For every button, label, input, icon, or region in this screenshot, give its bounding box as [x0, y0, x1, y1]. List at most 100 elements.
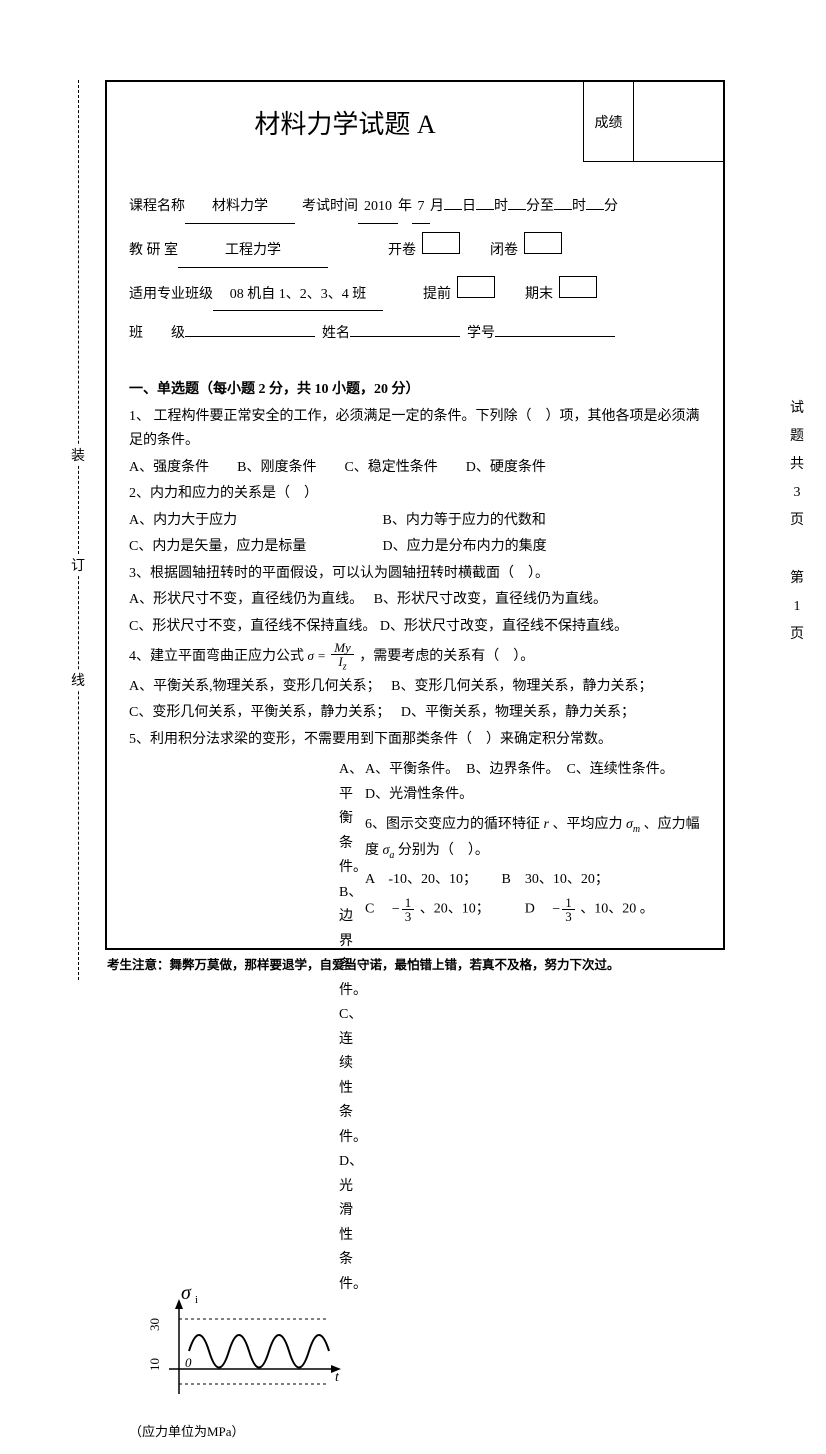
- dept-value: 工程力学: [178, 236, 328, 268]
- year-value: 2010: [358, 192, 398, 224]
- q6-text-column: A、平衡条件。 B、边界条件。 C、连续性条件。 D、光滑性条件。 A、平衡条件…: [359, 758, 701, 1443]
- side-char: 共: [788, 451, 806, 479]
- t-label: t: [335, 1370, 340, 1385]
- q3-row2: C、形状尺寸不变，直径线不保持直线。 D、形状尺寸改变，直径线不保持直线。: [129, 615, 701, 640]
- name-label: 姓名: [322, 319, 350, 350]
- advance-box: [457, 276, 495, 298]
- q6-pre: 6、图示交变应力的循环特征: [365, 817, 540, 832]
- q5-opts: A、平衡条件。 B、边界条件。 C、连续性条件。 D、光滑性条件。: [129, 758, 359, 1297]
- score-label: 成绩: [584, 82, 634, 161]
- hour-suffix2: 时: [572, 192, 586, 223]
- side-char: 题: [788, 423, 806, 451]
- q2-opts-row1: A、内力大于应力 B、内力等于应力的代数和: [129, 509, 701, 534]
- binding-label-b: 订: [70, 555, 86, 575]
- open-label: 开卷: [388, 236, 416, 267]
- q3-c: C、形状尺寸不变，直径线不保持直线。: [129, 619, 376, 634]
- q4-formula: σ = MyIz: [308, 648, 356, 663]
- q4-b: B、变形几何关系，物理关系，静力关系；: [391, 679, 652, 694]
- id-blank: [495, 336, 615, 337]
- q3-row1: A、形状尺寸不变，直径线仍为直线。 B、形状尺寸改变，直径线仍为直线。: [129, 588, 701, 613]
- q3-text: 3、根据圆轴扭转时的平面假设，可以认为圆轴扭转时横截面（ ）。: [129, 562, 701, 587]
- month-value: 7: [412, 192, 430, 224]
- section1-title: 一、单选题（每小题 2 分，共 10 小题，20 分）: [129, 378, 701, 403]
- m1-value: [508, 209, 526, 210]
- q2-d: D、应力是分布内力的集度: [383, 539, 547, 554]
- q2-opts-row2: C、内力是矢量，应力是标量 D、应力是分布内力的集度: [129, 535, 701, 560]
- min-suffix: 分: [526, 192, 540, 223]
- q4-d: D、平衡关系，物理关系，静力关系；: [401, 705, 635, 720]
- student-row: 班 级 姓名 学号: [129, 319, 701, 350]
- class-label: 班 级: [129, 319, 185, 350]
- side-char: 页: [788, 621, 806, 649]
- side-char: 试: [788, 395, 806, 423]
- side-char: 1: [788, 593, 806, 621]
- day-suffix: 日: [462, 192, 476, 223]
- q5-text: 5、利用积分法求梁的变形，不需要用到下面那类条件（ ）来确定积分常数。: [129, 728, 701, 753]
- id-label: 学号: [467, 319, 495, 350]
- q4-pre: 4、建立平面弯曲正应力公式: [129, 649, 304, 664]
- m2-value: [586, 209, 604, 210]
- side-char: 3: [788, 479, 806, 507]
- binding-label-a: 装: [70, 445, 86, 465]
- q4-post: ，需要考虑的关系有（ ）。: [359, 649, 534, 664]
- major-label: 适用专业班级: [129, 280, 213, 311]
- course-label: 课程名称: [129, 192, 185, 223]
- major-value: 08 机自 1、2、3、4 班: [213, 280, 383, 312]
- origin-zero: 0: [185, 1355, 192, 1370]
- score-blank: [634, 82, 723, 161]
- q1-opts: A、强度条件 B、刚度条件 C、稳定性条件 D、硬度条件: [129, 456, 701, 481]
- score-box: 成绩: [583, 82, 723, 162]
- q6-d-post: 、10、20 。: [580, 902, 654, 917]
- class-blank: [185, 336, 315, 337]
- q4-c: C、变形几何关系，平衡关系，静力关系；: [129, 705, 383, 720]
- year-suffix: 年: [398, 192, 412, 223]
- q4-row2: C、变形几何关系，平衡关系，静力关系； D、平衡关系，物理关系，静力关系；: [129, 701, 701, 726]
- dept-row: 教 研 室 工程力学 开卷 闭卷: [129, 232, 701, 268]
- q6-sigma-m: σm: [626, 817, 640, 832]
- q6-d-pre: D: [525, 902, 549, 917]
- q6-d-frac: −13: [552, 902, 576, 917]
- side-char: 第: [788, 565, 806, 593]
- exam-title: 材料力学试题 A: [107, 82, 583, 162]
- q3-b: B、形状尺寸改变，直径线仍为直线。: [374, 592, 607, 607]
- course-row: 课程名称 材料力学 考试时间 2010 年 7 月 日 时 分 至 时 分: [129, 192, 701, 224]
- q2-c: C、内力是矢量，应力是标量: [129, 535, 379, 560]
- y-10: 10: [147, 1358, 162, 1371]
- q2-a: A、内力大于应力: [129, 509, 379, 534]
- q2-b: B、内力等于应力的代数和: [383, 513, 546, 528]
- major-row: 适用专业班级 08 机自 1、2、3、4 班 提前 期末: [129, 276, 701, 312]
- day-value: [444, 209, 462, 210]
- figure-caption: （应力单位为MPa）: [129, 1421, 359, 1444]
- q6-wrap: A、平衡条件。 B、边界条件。 C、连续性条件。 D、光滑性条件。 σ i: [129, 758, 701, 1443]
- side-char: 页: [788, 507, 806, 535]
- time-label: 考试时间: [302, 192, 358, 223]
- dept-label: 教 研 室: [129, 236, 178, 267]
- h1-value: [476, 209, 494, 210]
- info-section: 课程名称 材料力学 考试时间 2010 年 7 月 日 时 分 至 时 分: [107, 162, 723, 368]
- q6-c-post: 、20、10；: [420, 902, 490, 917]
- open-box: [422, 232, 460, 254]
- binding-line: [78, 80, 79, 980]
- final-label: 期末: [525, 280, 553, 311]
- q4: 4、建立平面弯曲正应力公式 σ = MyIz ，需要考虑的关系有（ ）。: [129, 641, 701, 673]
- q1-text: 1、 工程构件要正常安全的工作，必须满足一定的条件。下列除（ ）项，其他各项是必…: [129, 405, 701, 454]
- closed-box: [524, 232, 562, 254]
- q6-c-pre: C: [365, 902, 388, 917]
- sigma-sub: i: [195, 1294, 198, 1306]
- course-value: 材料力学: [185, 192, 295, 224]
- hour-suffix: 时: [494, 192, 508, 223]
- y-30: 30: [147, 1318, 162, 1331]
- name-blank: [350, 336, 460, 337]
- q6-sigma-a: σa: [383, 843, 395, 858]
- q6-opts-ab: A -10、20、10； B 30、10、20；: [365, 868, 701, 893]
- to-label: 至: [540, 192, 554, 223]
- q3-d: D、形状尺寸改变，直径线不保持直线。: [380, 619, 628, 634]
- q6-b: B 30、10、20；: [502, 872, 609, 887]
- q6-r: r: [544, 817, 549, 832]
- q6-opts-cd: C −13 、20、10； D −13 、10、20 。: [365, 896, 701, 923]
- q5-opts-visible: A、平衡条件。 B、边界条件。 C、连续性条件。 D、光滑性条件。: [365, 758, 701, 807]
- h2-value: [554, 209, 572, 210]
- advance-label: 提前: [423, 280, 451, 311]
- q6-mid1: 、平均应力: [552, 817, 622, 832]
- final-box: [559, 276, 597, 298]
